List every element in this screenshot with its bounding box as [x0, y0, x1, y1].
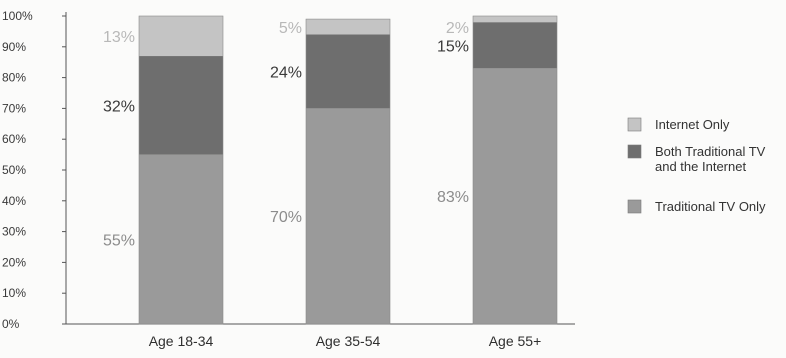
legend-swatch: [627, 117, 642, 132]
y-tick-label: 90%: [2, 40, 26, 54]
bar-segment: [473, 16, 557, 23]
y-tick-label: 50%: [2, 163, 26, 177]
legend-swatch: [627, 199, 642, 214]
data-label: 32%: [103, 98, 135, 115]
legend-label: Traditional TV Only: [655, 199, 766, 214]
x-category-label: Age 55+: [489, 333, 542, 349]
y-tick-label: 60%: [2, 132, 26, 146]
x-category-label: Age 35-54: [316, 333, 381, 349]
y-tick-label: 70%: [2, 101, 26, 115]
x-category-label: Age 18-34: [149, 333, 214, 349]
data-label: 70%: [270, 209, 302, 226]
bar-outline: [138, 15, 224, 325]
y-tick-label: 10%: [2, 286, 26, 300]
data-label: 2%: [446, 20, 469, 37]
bar-segment: [473, 68, 557, 324]
data-label: 24%: [270, 64, 302, 81]
legend-label: Internet Only: [655, 117, 730, 132]
y-tick-label: 0%: [2, 317, 20, 331]
data-label: 55%: [103, 232, 135, 249]
bar-segment: [473, 22, 557, 69]
bar-segment: [306, 34, 390, 109]
bar-outline: [472, 15, 558, 325]
data-label: 13%: [103, 29, 135, 46]
bar-outline: [305, 18, 391, 325]
y-tick-label: 100%: [2, 9, 33, 23]
y-tick-label: 80%: [2, 71, 26, 85]
y-tick-label: 20%: [2, 255, 26, 269]
data-label: 83%: [437, 189, 469, 206]
bar-segment: [306, 19, 390, 35]
y-tick-label: 30%: [2, 225, 26, 239]
legend-swatch: [627, 144, 642, 159]
bar-segment: [139, 154, 223, 324]
bar-segment: [139, 16, 223, 57]
bar-segment: [306, 108, 390, 325]
legend-label: and the Internet: [655, 159, 746, 174]
y-tick-label: 40%: [2, 194, 26, 208]
data-label: 15%: [437, 38, 469, 55]
legend-label: Both Traditional TV: [655, 144, 766, 159]
bar-segment: [139, 56, 223, 155]
data-label: 5%: [279, 20, 302, 37]
